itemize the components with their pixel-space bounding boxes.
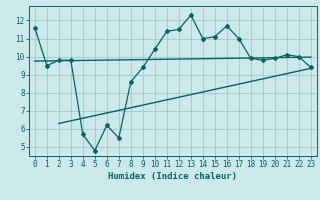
- X-axis label: Humidex (Indice chaleur): Humidex (Indice chaleur): [108, 172, 237, 181]
